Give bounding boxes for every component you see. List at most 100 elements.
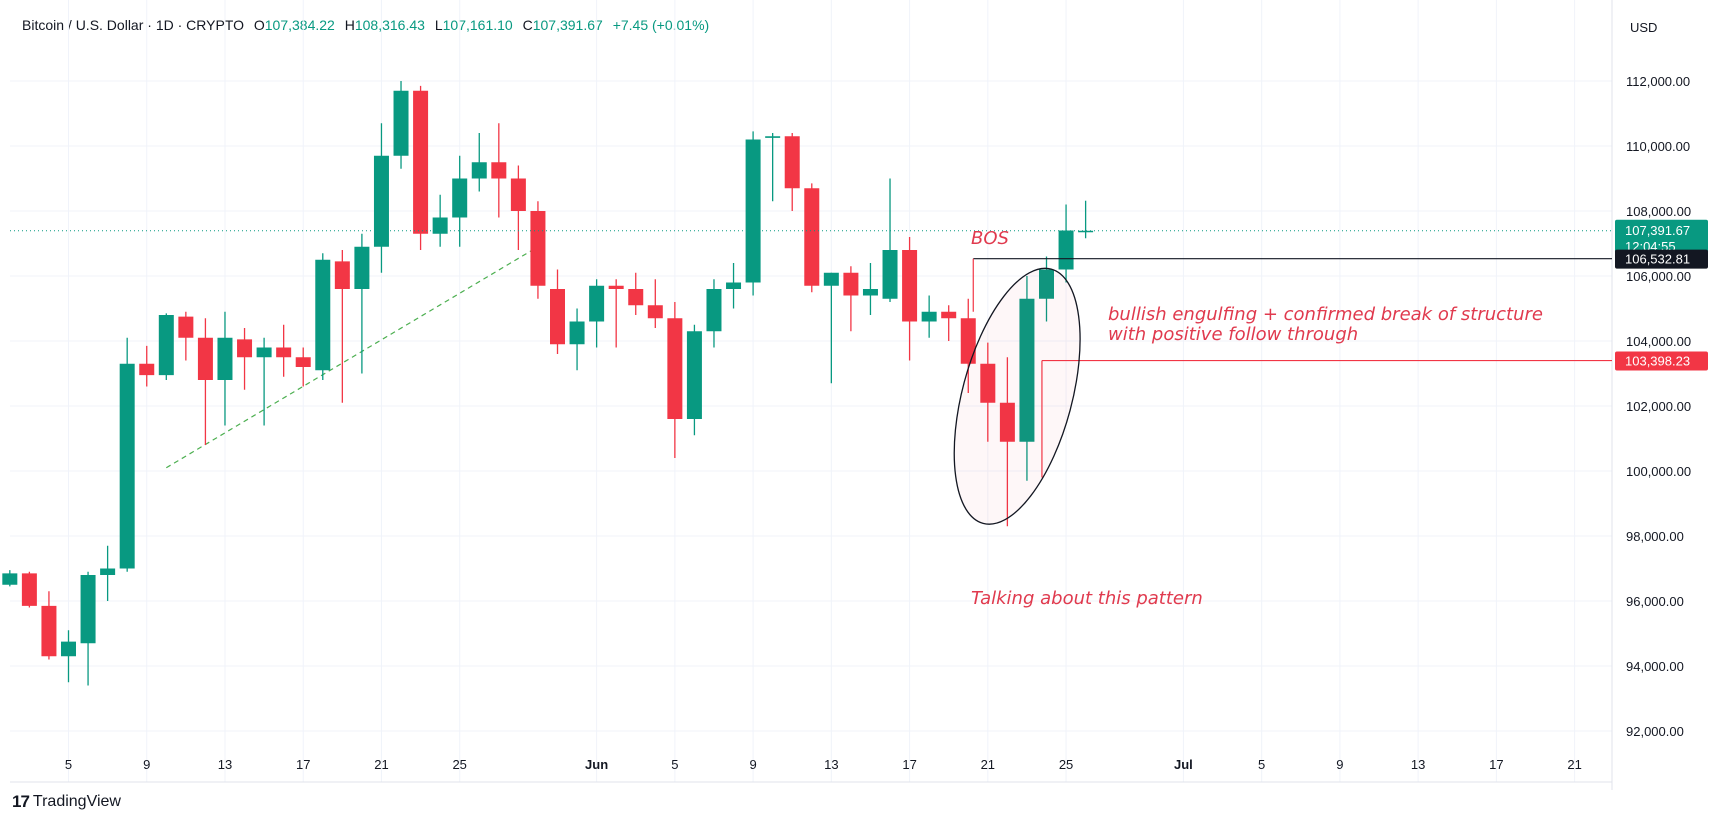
candle-body (217, 337, 233, 380)
time-tick-label: 9 (1336, 757, 1343, 772)
candle-body (510, 178, 526, 211)
candles-layer (2, 81, 1094, 686)
time-tick-label: 21 (1567, 757, 1581, 772)
footer-brand[interactable]: 17 TradingView (12, 792, 121, 812)
time-tick-label: Jul (1174, 757, 1193, 772)
candle-body (315, 259, 331, 371)
candle-body (726, 282, 742, 289)
time-tick-label: 21 (981, 757, 995, 772)
candle-body (61, 641, 76, 657)
symbol-title[interactable]: Bitcoin / U.S. Dollar · 1D · CRYPTO (22, 17, 244, 33)
price-tick-label: 112,000.00 (1626, 74, 1690, 89)
candle-body (843, 272, 859, 296)
candle-body (2, 573, 18, 585)
pattern-ellipse (953, 267, 1081, 525)
price-tick-label: 98,000.00 (1626, 529, 1684, 544)
candle-body (1039, 269, 1054, 299)
candle-body (21, 573, 37, 606)
low-label: L (434, 17, 443, 33)
candlestick-chart[interactable]: BOS bullish engulfing + confirmed break o… (0, 0, 1723, 790)
candle-body (80, 575, 96, 644)
candle-body (119, 363, 135, 569)
candle-body (276, 347, 292, 358)
candle-body (237, 339, 253, 358)
trendline (165, 246, 539, 469)
candle-body (432, 217, 448, 234)
bos-label: BOS (971, 228, 1009, 249)
time-tick-label: 5 (65, 757, 72, 772)
candle-body (158, 315, 174, 376)
time-tick-label: 9 (749, 757, 756, 772)
change-value: +7.45 (+0.01%) (612, 17, 710, 33)
level-high-tag (1615, 249, 1708, 269)
time-tick-label: 13 (1411, 757, 1425, 772)
currency-selector[interactable]: USD (1630, 20, 1658, 35)
candle-body (667, 318, 683, 419)
candle-body (823, 272, 839, 286)
close-value: 107,391.67 (532, 17, 603, 33)
candle-body (354, 246, 370, 289)
level-high-value: 106,532.81 (1625, 252, 1690, 267)
candle-body (862, 289, 878, 296)
time-tick-label: 25 (452, 757, 466, 772)
candle-body (491, 162, 507, 179)
price-axis[interactable]: 92,000.00 94,000.00 96,000.00 98,000.00 100,… (1615, 74, 1708, 739)
candle-body (373, 155, 389, 247)
candle-body (784, 136, 800, 189)
brand-name: TradingView (32, 793, 121, 810)
close-label: C (522, 17, 533, 33)
time-tick-label: 5 (1258, 757, 1265, 772)
note-line-1: bullish engulfing + confirmed break of s… (1108, 304, 1543, 325)
open-value: 107,384.22 (264, 17, 335, 33)
candle-body (295, 357, 311, 367)
annotation-layer: BOS bullish engulfing + confirmed break o… (953, 228, 1543, 609)
price-tick-label: 92,000.00 (1626, 724, 1684, 739)
candle-body (452, 178, 468, 218)
candle-body (413, 90, 429, 234)
time-tick-label: 25 (1059, 757, 1073, 772)
time-tick-label: 13 (824, 757, 838, 772)
time-axis[interactable]: 5 9 13 17 21 25 Jun 5 9 13 17 21 25 Jul 5 9 13 17 21 (65, 757, 1582, 772)
candle-body (1058, 230, 1074, 270)
time-tick-label: 9 (143, 757, 150, 772)
candle-body (530, 211, 546, 286)
last-price-value: 107,391.67 (1625, 223, 1690, 238)
price-tick-label: 108,000.00 (1626, 204, 1691, 219)
candle-body (706, 289, 722, 332)
time-tick-label: 21 (374, 757, 388, 772)
candle-body (608, 285, 624, 289)
candle-body (550, 289, 565, 345)
level-low-tag (1615, 351, 1708, 371)
price-tick-label: 96,000.00 (1626, 594, 1684, 609)
time-tick-label: 17 (1489, 757, 1503, 772)
candle-body (334, 261, 350, 289)
candle-body (960, 318, 976, 364)
candle-body (765, 136, 781, 138)
open-label: O (253, 17, 265, 33)
pattern-label: Talking about this pattern (971, 588, 1203, 609)
price-tick-label: 106,000.00 (1626, 269, 1691, 284)
candle-body (569, 321, 585, 345)
level-low-value: 103,398.23 (1625, 354, 1690, 369)
last-price-tag (1615, 219, 1708, 257)
candle-body (941, 311, 957, 319)
time-tick-label: 17 (296, 757, 310, 772)
candle-body (882, 250, 898, 299)
candle-body (804, 188, 820, 286)
candle-body (686, 331, 702, 419)
note-line-2: with positive follow through (1108, 324, 1358, 345)
candle-body (471, 162, 487, 179)
candle-body (256, 347, 272, 358)
price-tick-label: 94,000.00 (1626, 659, 1684, 674)
candle-body (589, 285, 605, 322)
candle-body (1078, 230, 1094, 233)
high-label: H (344, 17, 355, 33)
candle-body (745, 139, 761, 283)
candle-body (999, 402, 1015, 442)
levels-layer (10, 230, 1612, 478)
candle-body (902, 250, 918, 322)
tradingview-logo-icon: 17 (12, 792, 30, 811)
price-tick-label: 104,000.00 (1626, 334, 1691, 349)
chart-header: Bitcoin / U.S. Dollar · 1D · CRYPTO O107… (22, 17, 709, 33)
candle-body (628, 289, 644, 306)
